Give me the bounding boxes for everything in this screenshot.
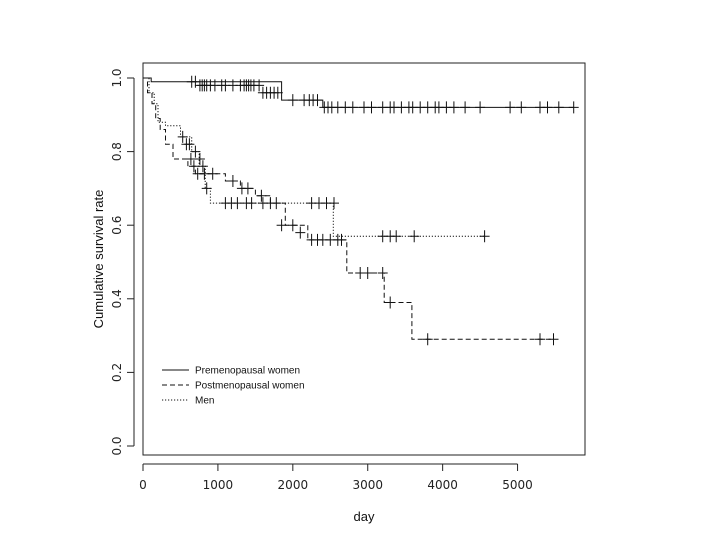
x-tick-label: 4000 xyxy=(427,478,458,492)
censor-mark xyxy=(505,101,516,114)
legend-label-0: Premenopausal women xyxy=(195,366,300,377)
y-axis: 0.0 0.2 0.4 0.6 0.8 1.0 xyxy=(110,68,135,456)
plot-frame xyxy=(142,62,586,456)
y-tick-label: 0.0 xyxy=(110,436,124,455)
censor-mark xyxy=(347,101,358,114)
censor-mark xyxy=(194,153,205,165)
x-axis: 0 1000 2000 3000 4000 5000 xyxy=(139,463,533,492)
censor-mark xyxy=(276,219,287,232)
censor-mark xyxy=(422,333,433,346)
censor-mark xyxy=(362,267,373,279)
x-tick-label: 1000 xyxy=(203,478,234,492)
y-tick-label: 0.8 xyxy=(110,142,124,161)
censor-mark xyxy=(460,101,471,114)
censor-mark xyxy=(409,230,420,243)
censor-mark xyxy=(516,101,527,114)
censor-mark xyxy=(535,333,545,346)
censor-mark xyxy=(391,230,402,243)
censor-mark xyxy=(329,197,339,210)
censor-mark xyxy=(336,233,347,246)
censor-mark xyxy=(185,153,196,165)
censor-mark xyxy=(184,138,195,151)
x-axis-title: day xyxy=(354,509,375,524)
censor-mark xyxy=(568,101,579,114)
x-tick-label: 0 xyxy=(139,478,147,492)
censor-mark xyxy=(246,197,257,210)
series-line-1 xyxy=(143,77,554,340)
censor-mark xyxy=(272,86,283,99)
censor-mark xyxy=(475,101,486,114)
series-line-0 xyxy=(143,77,574,108)
censor-mark xyxy=(287,219,298,232)
censor-mark xyxy=(287,94,298,107)
y-tick-label: 0.6 xyxy=(110,216,124,235)
censor-marks xyxy=(177,75,579,346)
x-tick-label: 5000 xyxy=(502,478,533,492)
censor-mark xyxy=(312,94,323,107)
censor-mark xyxy=(553,101,564,114)
y-tick-label: 0.4 xyxy=(110,289,124,308)
censor-mark xyxy=(366,101,377,114)
censor-mark xyxy=(177,130,188,143)
censor-mark xyxy=(197,160,208,173)
series-layer xyxy=(143,77,574,340)
censor-mark xyxy=(542,101,553,114)
censor-mark xyxy=(207,167,218,180)
censor-mark xyxy=(188,160,199,173)
x-tick-label: 2000 xyxy=(278,478,309,492)
censor-mark xyxy=(265,197,276,210)
y-tick-label: 0.2 xyxy=(110,363,124,382)
y-tick-label: 1.0 xyxy=(110,68,124,87)
censor-mark xyxy=(548,333,559,346)
legend: Premenopausal women Postmenopausal women M… xyxy=(162,366,305,407)
censor-mark xyxy=(256,189,267,202)
censor-mark xyxy=(448,101,459,114)
y-axis-title: Cumulative survival rate xyxy=(91,190,106,329)
censor-mark xyxy=(295,226,306,239)
censor-mark xyxy=(227,175,238,187)
legend-label-1: Postmenopausal women xyxy=(195,381,305,392)
x-tick-label: 3000 xyxy=(352,478,383,492)
censor-mark xyxy=(385,296,396,309)
censor-mark xyxy=(377,267,388,279)
censor-mark xyxy=(254,79,265,92)
censor-mark xyxy=(232,197,243,210)
censor-mark xyxy=(242,182,253,195)
legend-label-2: Men xyxy=(195,396,214,407)
censor-mark xyxy=(190,145,201,158)
censor-mark xyxy=(201,182,212,195)
censor-mark xyxy=(479,230,490,243)
series-line-2 xyxy=(143,77,485,237)
